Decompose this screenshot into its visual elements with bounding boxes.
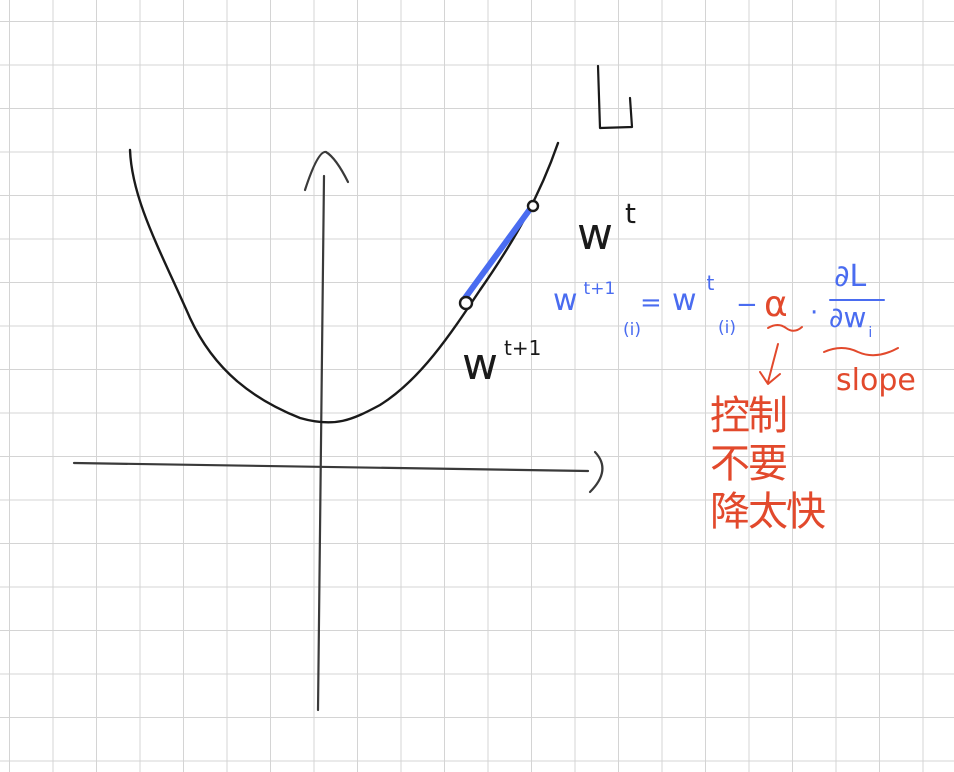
lhs-sub: (i): [623, 320, 641, 340]
learning-rate-note-line-1: 控制: [710, 393, 788, 439]
point-w-t-plus-1-marker: [458, 295, 474, 311]
update-rule-lhs: w t+1: [553, 281, 615, 318]
lhs-base: w: [553, 283, 578, 318]
x-axis: [72, 461, 590, 473]
gradient-underline: [823, 347, 899, 357]
gradient-numerator: ∂L: [834, 259, 867, 294]
loss-curve: [128, 141, 560, 424]
point-w-t-plus-1-label: w t+1: [462, 338, 541, 387]
alpha-note-arrow: [759, 343, 781, 385]
learning-rate-note: 控制 不要 降太快: [710, 392, 826, 536]
point-w-t-plus-1-sup: t+1: [504, 336, 542, 360]
lhs-sup: t+1: [583, 279, 616, 299]
y-axis: [316, 174, 326, 712]
alpha-underline: [767, 324, 803, 332]
equals-sign: =: [640, 288, 662, 318]
point-w-t-sup: t: [625, 197, 636, 230]
learning-rate-note-line-2: 不要: [710, 441, 788, 487]
rhs-sup: t: [706, 271, 715, 295]
point-w-t-plus-1-base: w: [462, 339, 498, 390]
gradient-step-segment: [462, 202, 536, 301]
rhs-base: w: [672, 283, 697, 318]
point-w-t-base: w: [577, 209, 613, 260]
multiply-dot: ·: [810, 298, 819, 328]
gradient-denominator: ∂w i: [829, 301, 872, 341]
minus-sign: −: [736, 290, 758, 320]
gradient-note: slope: [836, 363, 916, 398]
learning-rate-note-line-3: 降太快: [710, 489, 826, 535]
learning-rate-symbol: α: [764, 284, 788, 325]
rhs-sub: (i): [718, 318, 736, 338]
gradient-denominator-sub: i: [868, 325, 873, 341]
loss-axis-label-strokes: [596, 64, 634, 130]
point-w-t-marker: [526, 199, 540, 213]
y-axis-arrowhead: [303, 150, 350, 192]
x-axis-arrowhead: [588, 450, 604, 494]
gradient-denominator-base: ∂w: [829, 301, 867, 334]
